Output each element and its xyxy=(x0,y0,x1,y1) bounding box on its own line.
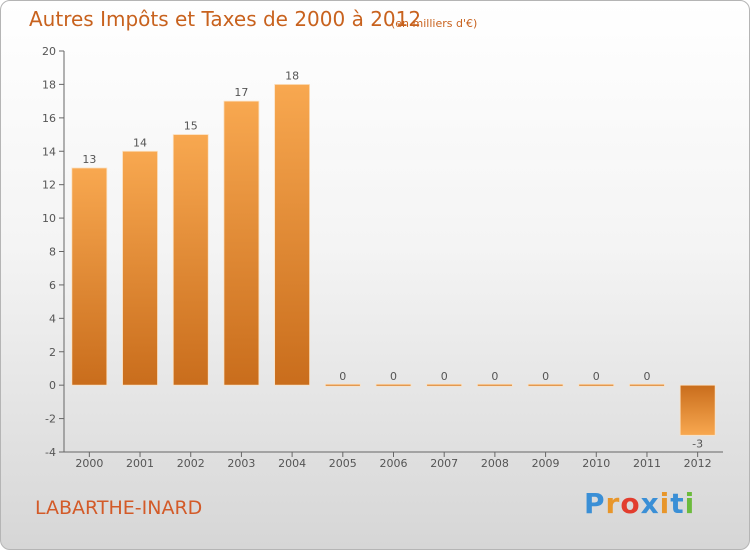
x-tick-label: 2009 xyxy=(532,457,560,470)
bar-2007 xyxy=(426,383,463,387)
x-tick-label: 2006 xyxy=(380,457,408,470)
logo-letter: P xyxy=(584,487,606,520)
chart-title: Autres Impôts et Taxes de 2000 à 2012 xyxy=(29,7,422,31)
x-tick-label: 2002 xyxy=(177,457,205,470)
data-label: 0 xyxy=(390,370,397,383)
data-label: 0 xyxy=(339,370,346,383)
bar-2001 xyxy=(122,150,158,386)
x-tick-label: 2003 xyxy=(227,457,255,470)
x-tick-label: 2004 xyxy=(278,457,306,470)
y-tick-label: 20 xyxy=(42,45,56,58)
bar-2004 xyxy=(274,84,311,386)
data-label: 14 xyxy=(133,136,147,149)
data-label: 0 xyxy=(593,370,600,383)
data-label: 13 xyxy=(82,153,96,166)
data-label: 17 xyxy=(234,86,248,99)
data-label: 18 xyxy=(285,69,299,82)
data-label: 0 xyxy=(643,370,650,383)
bar-2011 xyxy=(629,383,665,387)
y-tick-label: -2 xyxy=(45,413,56,426)
data-label: 0 xyxy=(542,370,549,383)
bar-2000 xyxy=(71,167,108,386)
logo-letter: t xyxy=(670,487,685,520)
x-tick-label: 2000 xyxy=(75,457,103,470)
y-tick-label: 12 xyxy=(42,179,56,192)
data-label: -3 xyxy=(692,437,703,450)
y-tick-label: 8 xyxy=(49,246,56,259)
x-tick-label: 2005 xyxy=(329,457,357,470)
bar-2012 xyxy=(679,384,716,436)
chart-subtitle: (en milliers d'€) xyxy=(391,17,478,30)
x-tick-label: 2010 xyxy=(582,457,610,470)
y-tick-label: 0 xyxy=(49,379,56,392)
logo-letter: i xyxy=(659,487,671,520)
bar-2008 xyxy=(476,383,513,387)
x-tick-label: 2001 xyxy=(126,457,154,470)
bar-2005 xyxy=(324,383,361,387)
y-tick-label: 16 xyxy=(42,112,56,125)
bar-2006 xyxy=(375,383,412,387)
y-tick-label: -4 xyxy=(45,446,56,459)
bar-2003 xyxy=(223,100,260,386)
logo-letter: r xyxy=(605,487,621,520)
data-label: 15 xyxy=(184,120,198,133)
y-tick-label: 6 xyxy=(49,279,56,292)
y-tick-label: 10 xyxy=(42,212,56,225)
logo-letter: o xyxy=(620,487,641,520)
x-tick-label: 2008 xyxy=(481,457,509,470)
x-tick-label: 2011 xyxy=(633,457,661,470)
data-label: 0 xyxy=(491,370,498,383)
logo-letter: i xyxy=(684,487,696,520)
proxiti-logo: Proxiti xyxy=(584,487,695,520)
y-tick-label: 2 xyxy=(49,346,56,359)
x-tick-label: 2007 xyxy=(430,457,458,470)
y-tick-label: 18 xyxy=(42,78,56,91)
data-label: 0 xyxy=(441,370,448,383)
logo-letter: x xyxy=(640,487,660,520)
bar-2010 xyxy=(578,383,615,387)
commune-name: LABARTHE-INARD xyxy=(35,497,203,519)
bar-2009 xyxy=(527,383,564,387)
x-tick-label: 2012 xyxy=(684,457,712,470)
y-tick-label: 4 xyxy=(49,312,56,325)
y-tick-label: 14 xyxy=(42,145,56,158)
bar-2002 xyxy=(172,134,209,386)
